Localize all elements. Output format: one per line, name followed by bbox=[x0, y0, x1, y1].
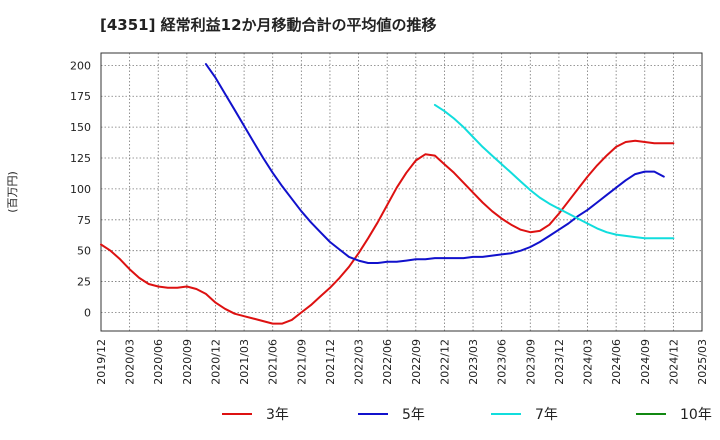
x-tick-label: 2022/03 bbox=[353, 339, 366, 385]
x-tick-label: 2023/12 bbox=[553, 339, 566, 385]
x-tick-label: 2024/03 bbox=[582, 339, 595, 385]
y-tick-label: 25 bbox=[77, 276, 91, 289]
x-tick-label: 2023/06 bbox=[496, 339, 509, 385]
x-tick-label: 2022/06 bbox=[381, 339, 394, 385]
series-line-1 bbox=[204, 63, 665, 264]
series-line-2 bbox=[433, 103, 675, 240]
plot-frame bbox=[100, 52, 703, 332]
x-tick-label: 2025/03 bbox=[696, 339, 709, 385]
x-tick-label: 2021/06 bbox=[267, 339, 280, 385]
x-tick-label: 2020/06 bbox=[152, 339, 165, 385]
y-tick-label: 50 bbox=[77, 245, 91, 258]
x-tick-label: 2023/03 bbox=[467, 339, 480, 385]
y-tick-label: 175 bbox=[70, 90, 91, 103]
x-tick-label: 2021/03 bbox=[238, 339, 251, 385]
y-tick-label: 75 bbox=[77, 214, 91, 227]
x-tick-label: 2023/09 bbox=[524, 339, 537, 385]
x-tick-label: 2024/06 bbox=[610, 339, 623, 385]
y-axis-label: (百万円) bbox=[6, 171, 19, 213]
x-tick-label: 2021/12 bbox=[324, 339, 337, 385]
x-tick-label: 2020/09 bbox=[181, 339, 194, 385]
chart-title: [4351] 経常利益12か月移動合計の平均値の推移 bbox=[100, 16, 437, 34]
x-tick-label: 2022/09 bbox=[410, 339, 423, 385]
legend-label-1: 5年 bbox=[402, 407, 425, 423]
x-tick-label: 2024/09 bbox=[639, 339, 652, 385]
y-tick-label: 100 bbox=[70, 183, 91, 196]
grid bbox=[100, 53, 703, 331]
x-tick-label: 2020/03 bbox=[124, 339, 137, 385]
x-tick-label: 2021/09 bbox=[295, 339, 308, 385]
x-tick-labels: 2019/12 2020/03 2020/06 2020/09 2020/12 2021/… bbox=[95, 339, 709, 385]
x-tick-label: 2024/12 bbox=[667, 339, 680, 385]
y-tick-label: 150 bbox=[70, 121, 91, 134]
y-tick-label: 0 bbox=[84, 306, 91, 319]
legend-label-3: 10年 bbox=[680, 407, 712, 423]
x-tick-label: 2020/12 bbox=[209, 339, 222, 385]
y-tick-label: 200 bbox=[70, 59, 91, 72]
x-tick-label: 2022/12 bbox=[438, 339, 451, 385]
y-tick-label: 125 bbox=[70, 152, 91, 165]
y-tick-labels: 0 25 50 75 100 125 150 175 200 bbox=[70, 59, 91, 319]
x-tick-label: 2019/12 bbox=[95, 339, 108, 385]
legend-label-0: 3年 bbox=[266, 407, 289, 423]
legend-label-2: 7年 bbox=[535, 407, 558, 423]
series-line-0 bbox=[100, 139, 675, 325]
series-lines bbox=[100, 63, 675, 325]
legend: 3年 5年 7年 10年 bbox=[222, 407, 712, 423]
